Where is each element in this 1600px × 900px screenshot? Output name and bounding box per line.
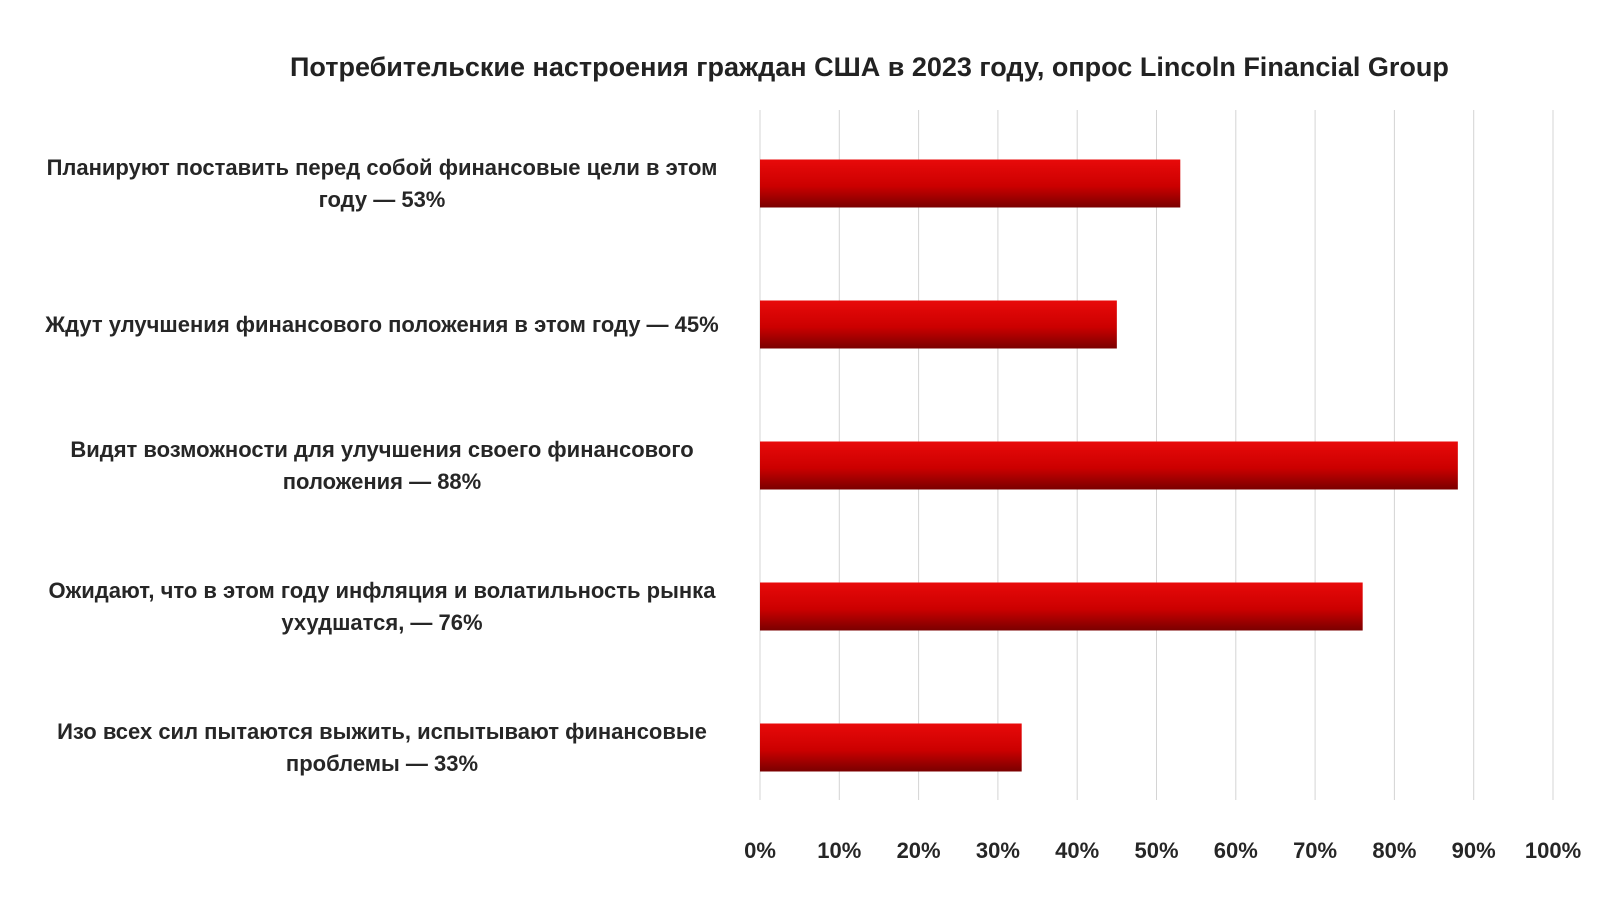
x-tick-label-60: 60%: [1213, 838, 1258, 863]
x-tick-label-30: 30%: [975, 838, 1020, 863]
chart-title: Потребительские настроения граждан США в…: [290, 52, 1449, 82]
bar-2: [760, 441, 1458, 490]
x-tick-label-70: 70%: [1293, 838, 1338, 863]
bars: [760, 159, 1458, 772]
category-label-1: Ждут улучшения финансового положения в э…: [45, 311, 719, 337]
x-tick-label-50: 50%: [1134, 838, 1179, 863]
x-tick-label-100: 100%: [1524, 838, 1582, 863]
bar-4: [760, 723, 1022, 772]
x-tick-label-80: 80%: [1372, 838, 1417, 863]
bar-3: [760, 582, 1363, 631]
x-tick-label-10: 10%: [817, 838, 862, 863]
category-label-0: Планируют поставить перед собой финансов…: [46, 154, 718, 212]
category-label-4: Изо всех сил пытаются выжить, испытывают…: [57, 718, 707, 776]
category-label-3: Ожидают, что в этом году инфляция и вола…: [48, 577, 716, 635]
x-tick-label-40: 40%: [1055, 838, 1100, 863]
bar-1: [760, 300, 1117, 349]
category-label-2: Видят возможности для улучшения своего ф…: [70, 436, 694, 494]
x-tick-label-0: 0%: [744, 838, 776, 863]
x-tick-label-20: 20%: [896, 838, 941, 863]
x-tick-label-90: 90%: [1451, 838, 1496, 863]
bar-0: [760, 159, 1181, 208]
